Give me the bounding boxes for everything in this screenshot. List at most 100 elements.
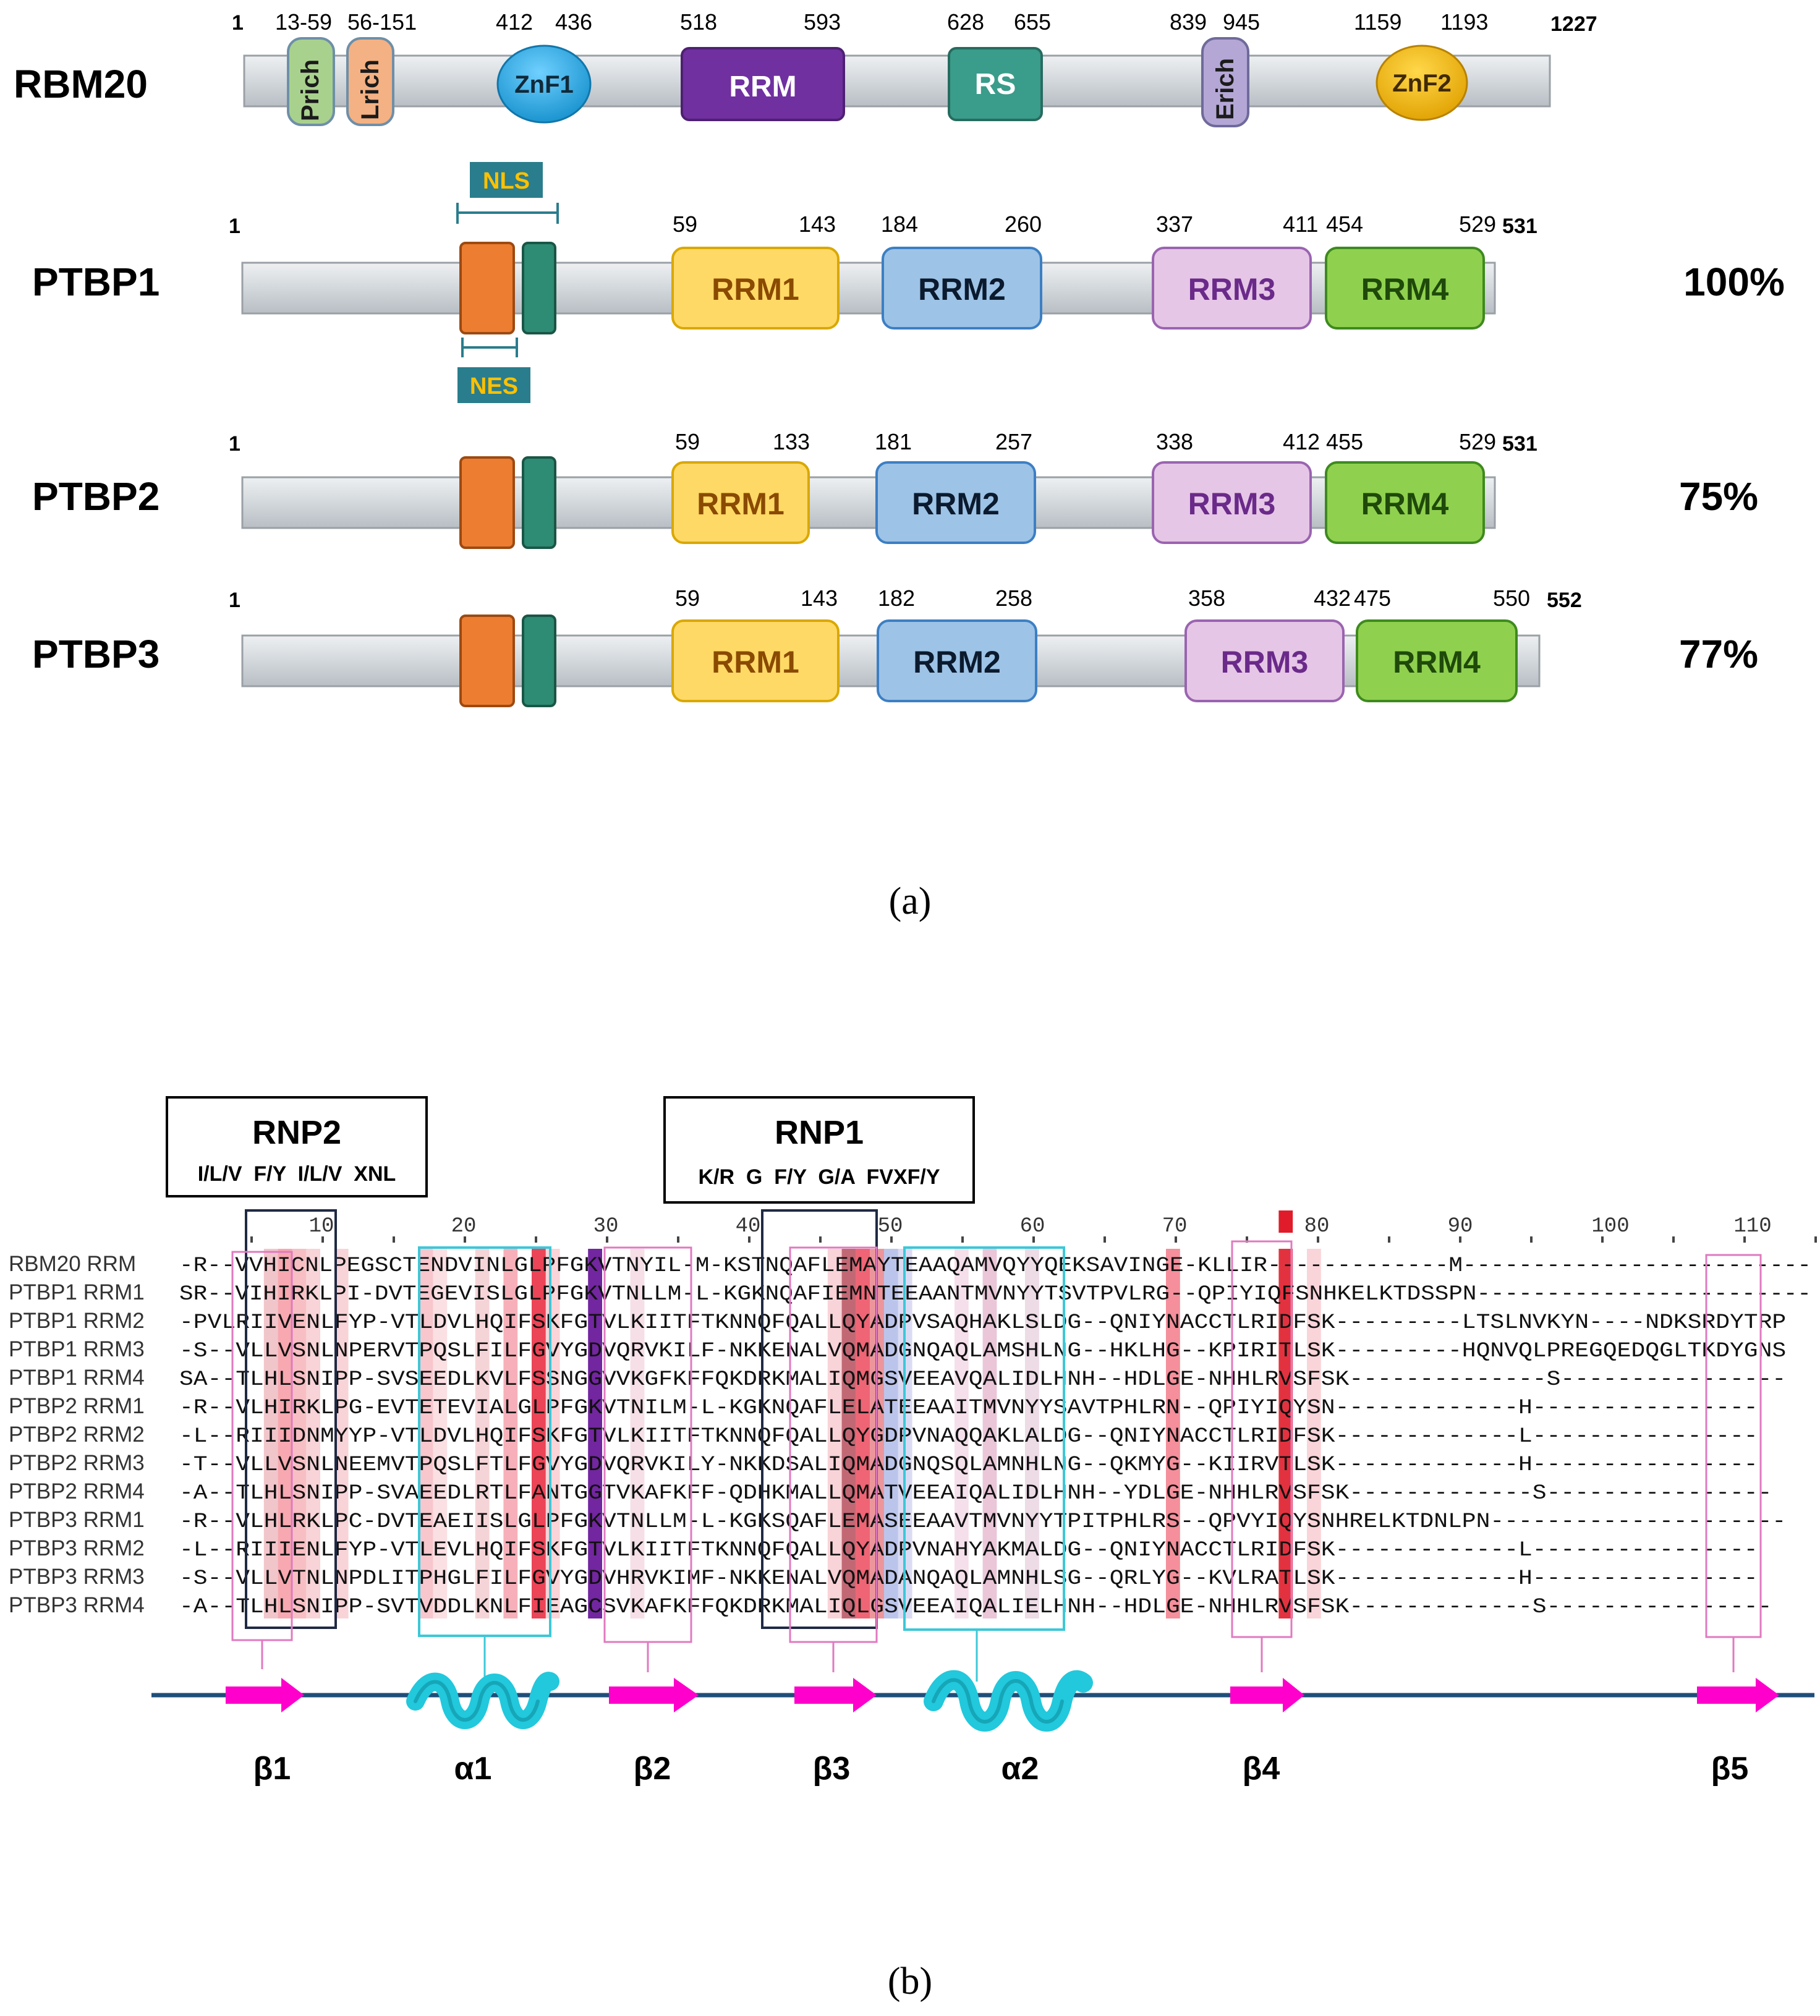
rrm4-label: RRM4 — [1361, 487, 1449, 521]
ptbp-row: PTBP3 1 552 RRM1 59 143 RRM2 182 258 RRM3 358 432 RR… — [32, 585, 1758, 707]
beta3-strand — [794, 1678, 877, 1712]
rnp1-box — [663, 1096, 975, 1204]
protein-name: PTBP2 — [32, 474, 159, 519]
rnp1-motif: K/R G F/Y G/A FVXF/Y — [698, 1165, 940, 1189]
ruler-tick-label: 30 — [593, 1215, 619, 1238]
position-ruler: 10 20 30 40 50 60 70 80 90 100 110 — [250, 1215, 1817, 1243]
conservation-column — [827, 1249, 842, 1618]
conservation-column — [955, 1249, 969, 1618]
identity-percent: 77% — [1679, 632, 1758, 676]
ruler-tick — [1601, 1236, 1604, 1243]
sequence-name: PTBP1 RRM3 — [9, 1337, 145, 1361]
rrm4-label: RRM4 — [1393, 645, 1481, 679]
ruler-tick — [393, 1236, 395, 1243]
ruler-tick — [1388, 1236, 1390, 1243]
sequence-residues: -A--TLHLSNIPP-SVTVDDLKNLFIEAGCSVKAFKFFQK… — [179, 1596, 1772, 1619]
domain-end: 143 — [799, 211, 836, 237]
rrm4-domain — [1325, 461, 1485, 544]
conservation-column — [841, 1249, 856, 1618]
rrm4-domain — [1325, 247, 1485, 330]
rnp1-title: RNP1 — [775, 1114, 864, 1151]
sequence-residues: SR--VIHIRKLPI-DVTEGEVISLGLPFGKVTNLLM-L-K… — [179, 1283, 1811, 1306]
ruler-tick — [606, 1236, 608, 1243]
rbm20-rrm-domain — [681, 47, 845, 121]
domain-end: 432 — [1314, 585, 1351, 611]
sequence-name: PTBP1 RRM1 — [9, 1280, 145, 1304]
ruler-tick — [250, 1236, 253, 1243]
ruler-tick-label: 50 — [878, 1215, 903, 1238]
ruler-tick-label: 80 — [1304, 1215, 1330, 1238]
conservation-column — [1025, 1249, 1039, 1618]
protein-end: 531 — [1502, 215, 1537, 238]
rrm1-domain — [671, 247, 840, 330]
prich-range: 13-59 — [275, 9, 332, 35]
rrm3-label: RRM3 — [1188, 487, 1276, 521]
ruler-tick — [961, 1236, 964, 1243]
lrich-label: Lrich — [357, 59, 384, 120]
rrm2-label: RRM2 — [913, 645, 1001, 679]
beta3-label: β3 — [813, 1751, 851, 1787]
erich-end: 945 — [1223, 9, 1260, 35]
nes-label: NES — [470, 373, 518, 399]
prich-label: Prich — [297, 59, 324, 121]
znf1-start: 412 — [496, 9, 533, 35]
conservation-column — [475, 1249, 490, 1618]
lrich-domain — [346, 37, 394, 126]
rrm2-domain — [882, 247, 1042, 330]
domain-start: 455 — [1326, 429, 1363, 454]
rrm1-domain — [671, 461, 810, 544]
conservation-column — [278, 1249, 292, 1618]
protein-name: PTBP1 — [32, 260, 159, 304]
conservation-column — [433, 1249, 448, 1618]
domain-end: 260 — [1005, 211, 1042, 237]
ruler-tick-label: 20 — [451, 1215, 477, 1238]
nls-box — [470, 162, 543, 198]
conservation-column — [884, 1249, 898, 1618]
beta5-label: β5 — [1711, 1751, 1749, 1787]
conservation-column — [1307, 1249, 1321, 1618]
rnp2-motif: I/L/V F/Y I/L/V XNL — [198, 1162, 396, 1186]
domain-start: 59 — [673, 211, 697, 237]
protein-name-rbm20: RBM20 — [14, 62, 148, 106]
sequence-name: PTBP3 RRM2 — [9, 1536, 145, 1560]
conservation-column — [588, 1249, 602, 1618]
ruler-tick-label: 10 — [309, 1215, 334, 1238]
conservation-column — [1166, 1249, 1180, 1618]
panel-b-label: (b) — [888, 1960, 932, 2002]
domain-end: 412 — [1283, 429, 1320, 454]
ruler-tick-label: 110 — [1733, 1215, 1771, 1238]
ruler-tick — [464, 1236, 466, 1243]
sequence-residues: -PVLRIIVENLFYP-VTLDVLHQIFSKFGTVLKIITFTKN… — [179, 1311, 1786, 1335]
domain-architecture-panel: RBM20 1 1227 Prich 13-59 Lrich 56-151 Zn… — [14, 9, 1785, 922]
rs-domain — [948, 47, 1043, 121]
ruler-tick — [1672, 1236, 1675, 1243]
secondary-structure-cartoon — [151, 1670, 1814, 1732]
domain-start: 59 — [675, 429, 700, 454]
alignment-panel: RNP2 I/L/V F/Y I/L/V XNL RNP1 K/R G F/Y … — [9, 1096, 1817, 2002]
znf2-domain — [1376, 45, 1468, 121]
ruler-tick-label: 40 — [736, 1215, 761, 1238]
domain-end: 258 — [995, 585, 1032, 611]
alpha1-helix — [406, 1672, 559, 1729]
beta1-label: β1 — [253, 1751, 291, 1787]
domain-end: 143 — [801, 585, 838, 611]
rrm1-label: RRM1 — [712, 272, 799, 307]
sequence-name: PTBP3 RRM3 — [9, 1565, 145, 1589]
domain-end: 529 — [1459, 211, 1496, 237]
znf2-label: ZnF2 — [1392, 70, 1452, 97]
nes-block — [522, 242, 556, 334]
feature-frames — [231, 1209, 1762, 1682]
domain-start: 358 — [1188, 585, 1225, 611]
domain-end: 411 — [1283, 211, 1318, 237]
alpha2-frame — [903, 1246, 1065, 1631]
conservation-column — [503, 1249, 518, 1618]
alpha1-label: α1 — [454, 1751, 492, 1787]
alpha1-helix-coil — [406, 1672, 559, 1729]
znf1-end: 436 — [555, 9, 592, 35]
conservation-column — [532, 1249, 546, 1618]
sequence-residues: -L--RIIIENLFYP-VTLEVLHQIFSKFGTVLKIITFTKN… — [179, 1539, 1758, 1562]
sequence-residues: -A--TLHLSNIPP-SVAEEDLRTLFANTGGTVKAFKFF-Q… — [179, 1482, 1772, 1505]
sequence-residues: -S--VLLVTNLNPDLITPHGLFILFGVYGDVHRVKIMF-N… — [179, 1567, 1758, 1591]
rrm-start: 518 — [680, 9, 717, 35]
conservation-column — [263, 1249, 278, 1618]
